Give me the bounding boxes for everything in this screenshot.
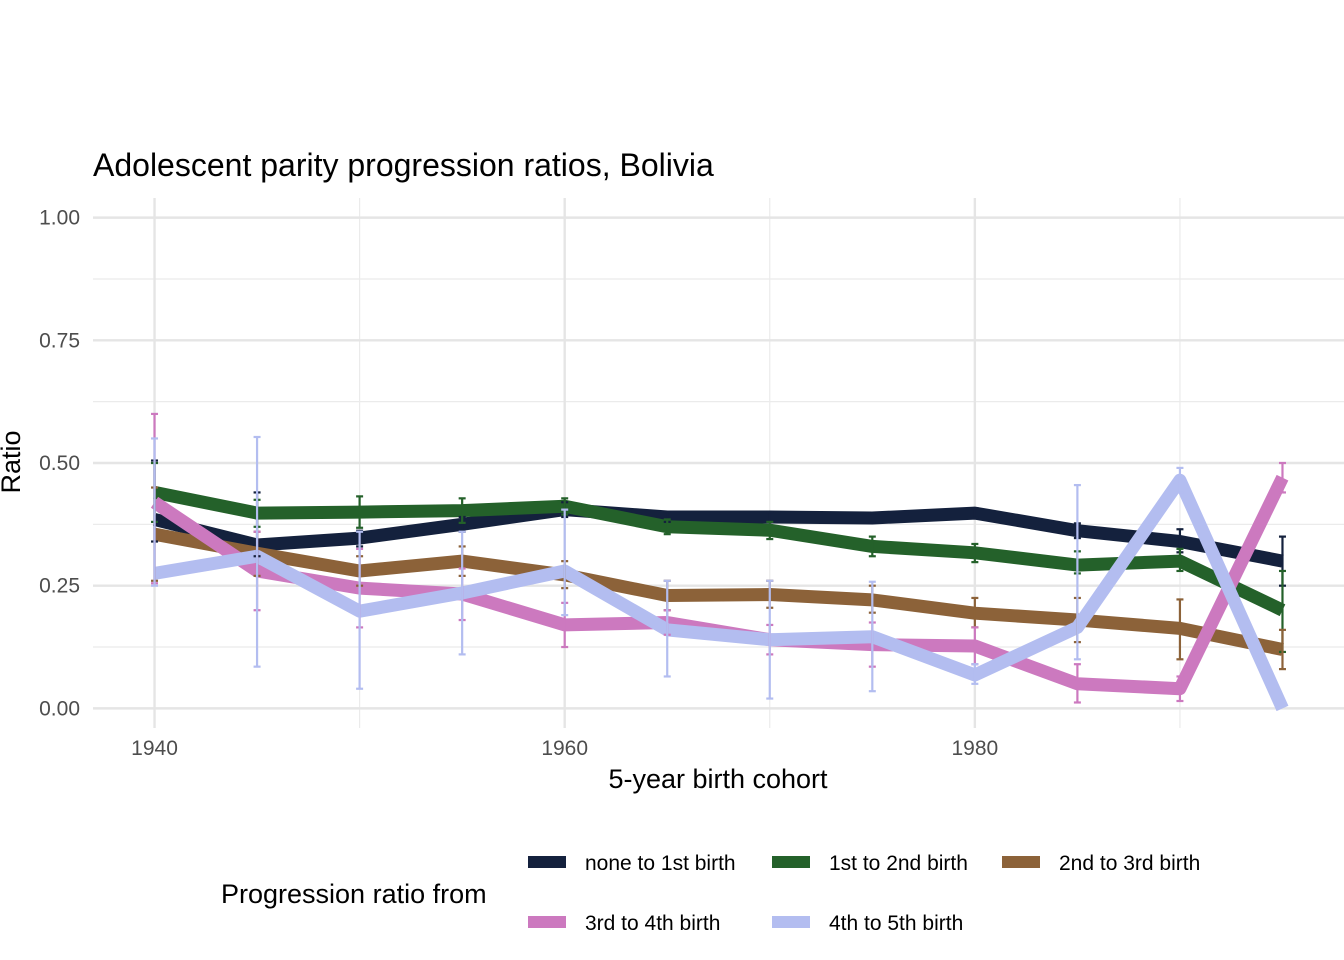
error-bar — [1073, 663, 1081, 704]
legend-title: Progression ratio from — [221, 879, 487, 909]
y-tick-label: 0.50 — [39, 452, 80, 475]
x-tick-label: 1940 — [131, 737, 178, 760]
error-bar — [1073, 483, 1081, 661]
error-bar — [868, 535, 876, 558]
series-line — [153, 473, 1289, 712]
series-5 — [153, 473, 1289, 712]
y-axis-ticks: 0.00 0.25 0.50 0.75 1.00 — [39, 207, 80, 721]
legend-item: 3rd to 4th birth — [528, 912, 720, 935]
error-bar — [458, 497, 466, 524]
series-line — [153, 527, 1284, 656]
x-axis-ticks: 1940 1960 1980 — [131, 737, 998, 760]
series-1 — [152, 503, 1284, 568]
y-tick-label: 0.75 — [39, 329, 80, 352]
x-tick-label: 1980 — [951, 737, 998, 760]
error-bar — [253, 435, 261, 668]
error-bar — [1176, 466, 1184, 494]
error-bar — [766, 579, 774, 700]
legend-item: 2nd to 3rd birth — [1002, 852, 1200, 875]
chart-title: Adolescent parity progression ratios, Bo… — [93, 147, 714, 183]
error-bar — [868, 580, 876, 693]
legend-item: 4th to 5th birth — [772, 912, 963, 935]
legend: Progression ratio from none to 1st birth… — [221, 852, 1200, 935]
y-tick-label: 0.25 — [39, 575, 80, 598]
error-bar — [766, 520, 774, 541]
error-bar — [561, 508, 569, 617]
legend-label: 1st to 2nd birth — [829, 852, 968, 875]
legend-label: 3rd to 4th birth — [585, 912, 720, 935]
error-bar — [971, 542, 979, 564]
y-tick-label: 0.00 — [39, 697, 80, 720]
error-bar — [663, 518, 671, 536]
error-bar — [663, 579, 671, 678]
error-bar — [971, 663, 979, 685]
error-bar — [868, 511, 876, 524]
error-bar — [151, 437, 159, 587]
legend-item: 1st to 2nd birth — [772, 852, 968, 875]
error-bar — [1176, 598, 1184, 661]
x-axis-label: 5-year birth cohort — [608, 764, 828, 794]
legend-items: none to 1st birth 1st to 2nd birth 2nd to … — [528, 852, 1200, 935]
series-line — [153, 486, 1286, 617]
error-bar — [356, 530, 364, 690]
error-bar — [458, 530, 466, 656]
series-3 — [153, 527, 1284, 656]
legend-label: 4th to 5th birth — [829, 912, 963, 935]
series-line — [152, 503, 1284, 568]
legend-item: none to 1st birth — [528, 852, 736, 875]
series-layer — [150, 412, 1289, 712]
legend-label: none to 1st birth — [585, 852, 736, 875]
grid-major — [93, 198, 1344, 728]
y-tick-label: 1.00 — [39, 207, 80, 230]
error-bar — [1176, 547, 1184, 573]
series-2 — [153, 486, 1286, 617]
error-bar — [356, 495, 364, 529]
x-tick-label: 1960 — [541, 737, 588, 760]
error-bar — [1278, 461, 1286, 494]
y-axis-label: Ratio — [0, 430, 26, 493]
error-bar — [1278, 628, 1286, 671]
error-bars-5 — [151, 435, 1184, 700]
legend-label: 2nd to 3rd birth — [1059, 852, 1200, 875]
error-bar — [971, 507, 979, 520]
error-bar — [1176, 675, 1184, 703]
